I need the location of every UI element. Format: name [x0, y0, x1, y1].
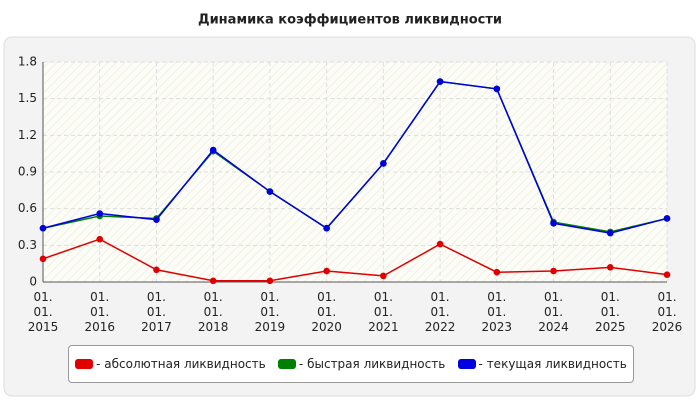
legend-swatch: [457, 359, 476, 369]
data-point: [380, 160, 387, 167]
data-point: [436, 78, 444, 85]
data-point: [380, 272, 387, 280]
data-point: [323, 267, 330, 275]
data-point: [436, 240, 444, 248]
data-point: [663, 271, 671, 278]
legend-item: - быстрая ликвидность: [277, 357, 446, 371]
y-tick-label: 0: [29, 275, 37, 289]
legend-item: - текущая ликвидность: [457, 357, 627, 371]
data-point: [266, 188, 274, 195]
legend-label: - текущая ликвидность: [478, 357, 627, 371]
y-tick-label: 0.3: [18, 238, 37, 252]
data-point: [153, 216, 160, 223]
data-point: [39, 255, 47, 263]
data-point: [323, 224, 330, 232]
data-point: [606, 229, 614, 237]
x-tick-label: 01. 01. 2017: [141, 290, 172, 334]
data-point: [550, 220, 557, 227]
data-point: [266, 277, 274, 285]
legend-item: - абсолютная ликвидность: [75, 357, 266, 371]
series-line: [42, 238, 668, 282]
data-point: [153, 266, 160, 274]
x-tick-label: 01. 01. 2023: [481, 290, 513, 334]
x-tick-label: 01. 01. 2021: [368, 290, 399, 334]
y-tick-label: 1.2: [18, 128, 37, 142]
y-tick-label: 1.5: [18, 91, 37, 105]
data-point: [96, 210, 104, 217]
legend-label: - быстрая ликвидность: [298, 357, 446, 371]
y-tick-label: 0.6: [18, 201, 37, 215]
data-point: [550, 267, 557, 275]
series-line: [42, 80, 668, 234]
legend: - абсолютная ликвидность - быстрая ликвид…: [68, 345, 634, 383]
x-tick-label: 01. 01. 2016: [84, 290, 115, 334]
x-tick-label: 01. 01. 2026: [651, 290, 683, 334]
y-tick-label: 0.9: [18, 165, 37, 179]
x-tick-label: 01. 01. 2025: [594, 290, 626, 334]
y-tick-label: 1.8: [18, 55, 37, 69]
data-point: [493, 85, 501, 93]
x-tick-label: 01. 01. 2024: [538, 290, 569, 334]
data-point: [493, 268, 501, 276]
data-point: [209, 146, 217, 154]
legend-swatch: [75, 359, 94, 369]
x-tick-label: 01. 01. 2019: [254, 290, 286, 334]
chart-title: Динамика коэффициентов ликвидности: [198, 13, 502, 28]
x-tick-label: 01. 01. 2015: [27, 290, 59, 334]
x-tick-label: 01. 01. 2020: [311, 290, 342, 334]
data-point: [96, 235, 104, 243]
data-point: [39, 224, 47, 232]
data-point: [606, 264, 614, 271]
data-point: [663, 215, 671, 222]
x-tick-label: 01. 01. 2022: [424, 290, 456, 334]
legend-swatch: [277, 359, 296, 369]
data-point: [209, 277, 217, 285]
x-tick-label: 01. 01. 2018: [197, 290, 229, 334]
legend-label: - абсолютная ликвидность: [96, 357, 266, 371]
